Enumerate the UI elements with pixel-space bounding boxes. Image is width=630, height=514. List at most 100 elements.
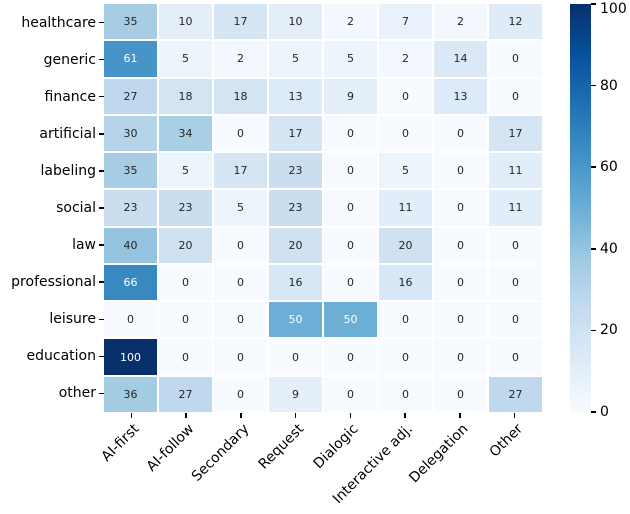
heatmap-cell: 0 [434,227,487,263]
heatmap-cell: 35 [104,153,157,189]
heatmap-cell: 2 [434,4,487,40]
y-tick-mark [99,207,104,209]
heatmap-cell: 17 [214,4,267,40]
colorbar-tick-mark [591,411,596,413]
heatmap-cell: 0 [434,264,487,301]
heatmap-cell: 0 [434,153,487,189]
x-tick-slot [323,413,378,418]
heatmap-cell: 0 [379,376,432,412]
y-axis-ticks [99,4,104,412]
heatmap-cell: 0 [324,339,377,375]
y-tick-mark [99,21,104,24]
heatmap-cell: 66 [104,264,157,301]
heatmap-cell: 13 [269,78,322,114]
y-tick-slot [99,41,104,78]
x-tick-label: AI-first [98,421,143,465]
heatmap-cell: 5 [159,41,212,77]
heatmap-cell: 20 [159,227,212,263]
y-tick-slot [99,338,104,375]
heatmap-cell: 5 [214,190,267,226]
y-tick-label: social [56,200,96,217]
heatmap-cell: 23 [269,153,322,189]
heatmap-cell: 0 [489,302,542,338]
heatmap-cell: 10 [159,4,212,40]
heatmap-cell: 11 [379,190,432,226]
heatmap-cell: 0 [434,190,487,226]
x-tick-slot [214,413,269,418]
heatmap-cell: 11 [489,153,542,189]
colorbar-tick-label: 100 [600,1,627,17]
colorbar-tick-mark [591,84,596,87]
x-tick-mark [404,413,406,418]
heatmap-cell: 16 [379,264,432,301]
x-tick-slot [104,413,159,418]
x-tick-mark [130,413,133,418]
y-tick-mark [99,318,104,321]
heatmap-cell: 0 [379,78,432,114]
heatmap-cell: 0 [489,264,542,301]
x-tick-mark [349,413,352,418]
heatmap-cell: 14 [434,41,487,77]
heatmap-cell: 10 [269,4,322,40]
heatmap-cell: 35 [104,4,157,40]
x-tick-mark [185,413,187,418]
heatmap-cell: 0 [214,227,267,263]
y-tick-mark [99,244,104,246]
y-tick-label: artificial [39,125,96,142]
y-tick-slot [99,264,104,301]
colorbar-tick-label: 40 [600,240,618,257]
x-tick-label: Request [255,421,307,473]
x-tick-mark [459,413,461,418]
heatmap-cell: 0 [324,264,377,301]
heatmap-cell: 0 [379,302,432,338]
x-tick-label: Dialogic [310,421,362,473]
colorbar-tick-mark [591,329,596,332]
heatmap-cell: 27 [489,376,542,412]
y-tick-mark [99,58,104,61]
y-tick-slot [99,375,104,412]
colorbar-tick-mark [591,248,596,250]
y-tick-slot [99,152,104,189]
y-tick-mark [99,281,104,283]
heatmap-cell: 0 [489,41,542,77]
y-tick-slot [99,78,104,115]
heatmap-cell: 36 [104,376,157,412]
heatmap-cell: 11 [489,190,542,226]
y-tick-label: education [26,348,96,365]
heatmap-cell: 7 [379,4,432,40]
heatmap-cell: 12 [489,4,542,40]
heatmap-cell: 0 [214,302,267,338]
heatmap-cell: 40 [104,227,157,263]
heatmap-cell: 0 [159,302,212,338]
heatmap-cell: 23 [104,190,157,226]
y-tick-slot [99,4,104,41]
heatmap-cell: 20 [269,227,322,263]
heatmap-cell: 0 [434,115,487,152]
heatmap-grid: 35 10 17 10 2 7 2 12 61 5 2 5 5 2 14 0 27 18 18 13 9 0 13 0 30 34… [104,4,542,412]
colorbar-tick-label: 80 [600,77,618,94]
y-tick-slot [99,227,104,264]
colorbar [570,4,591,412]
heatmap-cell: 0 [489,78,542,114]
y-tick-label: professional [11,274,96,291]
y-tick-mark [99,95,104,98]
y-tick-label: labeling [40,162,96,179]
heatmap-cell: 0 [159,264,212,301]
heatmap-cell: 2 [379,41,432,77]
heatmap-cell: 0 [379,339,432,375]
x-axis-labels: AI-first AI-follow Secondary Request Dialogi… [99,421,542,514]
y-tick-slot [99,189,104,226]
y-axis-labels: healthcare generic finance artificial labeli… [0,4,96,412]
heatmap-cell: 17 [214,153,267,189]
heatmap-cell: 0 [214,115,267,152]
heatmap-cell: 0 [324,227,377,263]
heatmap-cell: 0 [434,339,487,375]
heatmap-cell: 27 [104,78,157,114]
heatmap-cell: 34 [159,115,212,152]
heatmap-cell: 0 [379,115,432,152]
heatmap-cell: 30 [104,115,157,152]
heatmap-cell: 0 [159,339,212,375]
x-tick-label: AI-follow [143,421,198,475]
heatmap-cell: 27 [159,376,212,412]
x-tick-mark [240,413,242,418]
